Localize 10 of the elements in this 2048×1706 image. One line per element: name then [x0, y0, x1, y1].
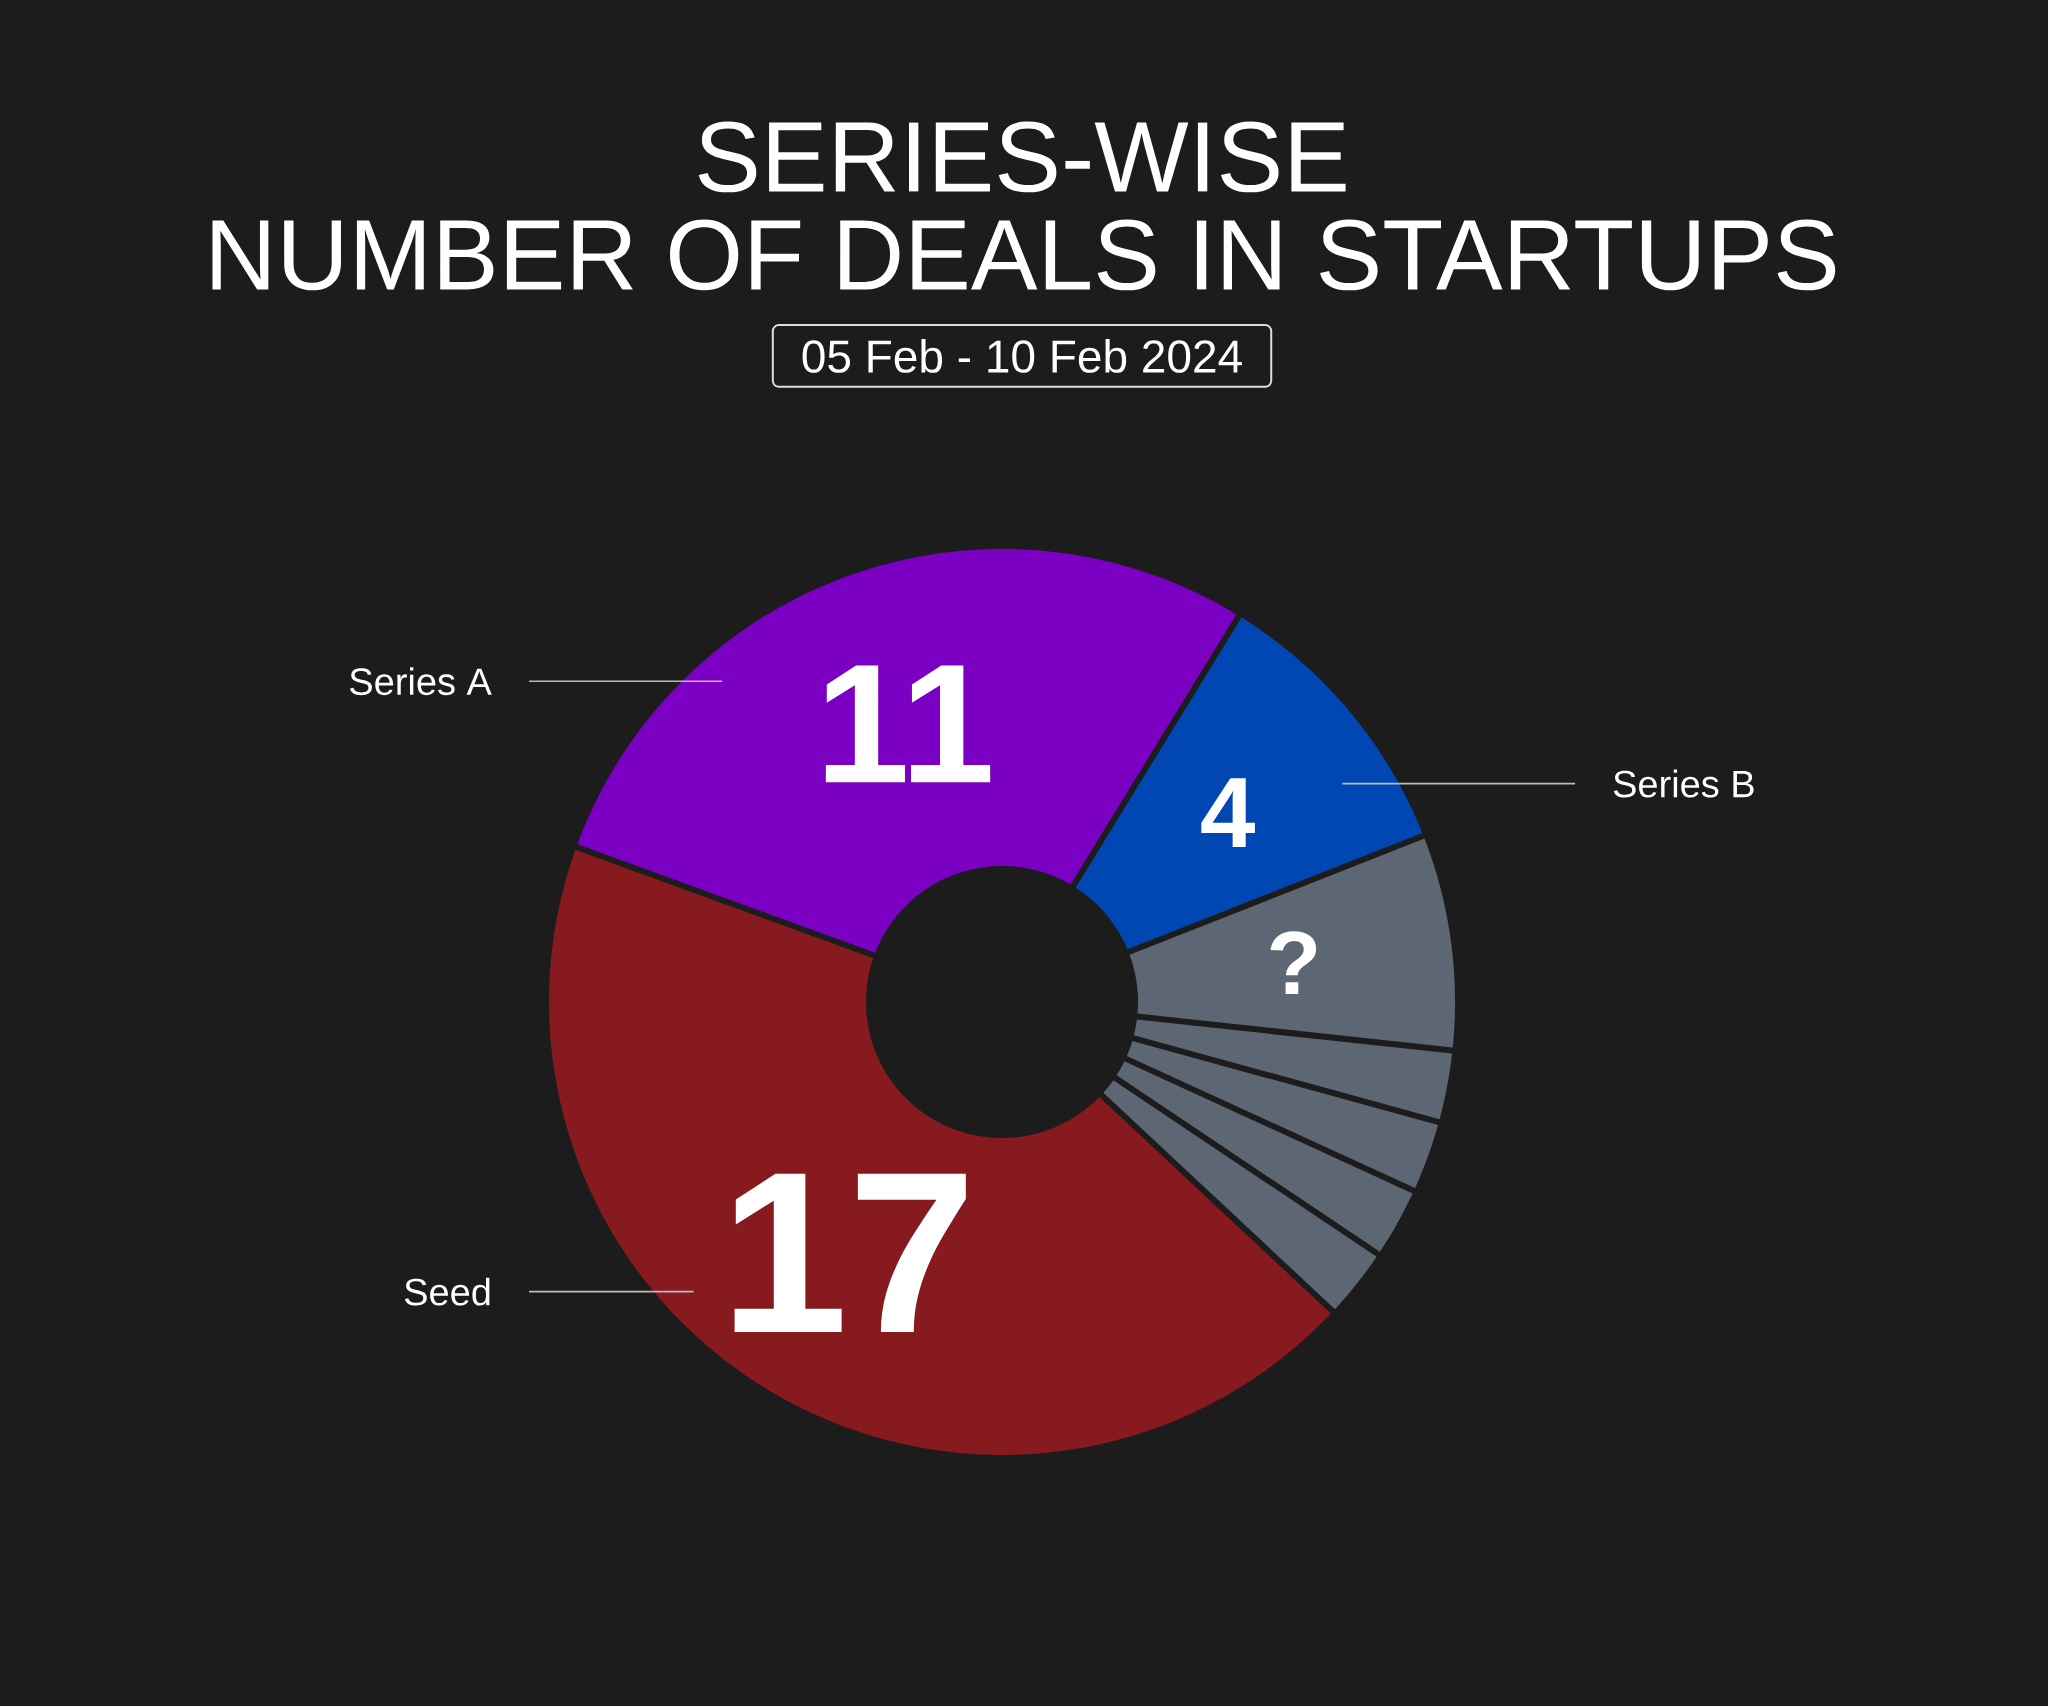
data-label: 17: [734, 1173, 966, 1333]
data-label: ?: [1270, 931, 1317, 995]
slice-label: Seed: [404, 1277, 490, 1306]
chart-subtitle: NUMBER OF DEALS IN STARTUPS: [212, 219, 1836, 291]
text: 05 Feb - 10 Feb 2024: [802, 339, 1242, 373]
slice-label: Series A: [350, 667, 492, 696]
slice-label: Series B: [1613, 769, 1754, 798]
data-label: 11: [825, 665, 991, 783]
data-label: 4: [1201, 778, 1255, 848]
chart-title: SERIES-WISE: [698, 121, 1346, 193]
